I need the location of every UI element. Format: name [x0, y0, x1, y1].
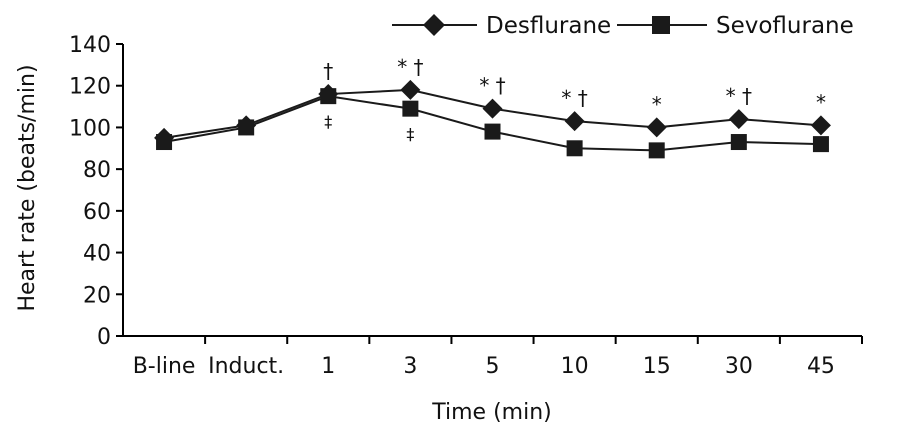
significance-marker: *: [816, 90, 826, 114]
data-point-diamond: [482, 98, 503, 119]
x-tick-label: 5: [486, 354, 500, 379]
data-point-diamond: [810, 115, 831, 136]
legend-diamond-marker: [423, 14, 445, 36]
data-point-diamond: [646, 117, 667, 138]
legend-label-sevoflurane: Sevoflurane: [716, 13, 854, 39]
significance-marker: * †: [397, 55, 423, 79]
y-tick-label: 100: [69, 116, 111, 141]
significance-marker: *: [652, 92, 662, 116]
data-point-square: [730, 134, 747, 151]
data-point-square: [238, 119, 255, 136]
x-tick-label: 30: [725, 354, 753, 379]
data-point-diamond: [728, 109, 749, 130]
x-tick-label: 3: [403, 354, 417, 379]
data-point-square: [566, 140, 583, 157]
significance-marker: ‡: [324, 112, 332, 131]
y-tick-label: 80: [83, 158, 111, 183]
series-layer: [154, 79, 831, 159]
y-tick-label: 140: [69, 33, 111, 58]
y-tick-label: 40: [83, 242, 111, 267]
legend: Desflurane Sevoflurane: [392, 13, 854, 39]
data-point-diamond: [400, 79, 421, 100]
data-point-square: [402, 100, 419, 117]
data-point-square: [484, 123, 501, 140]
x-tick-label: Induct.: [208, 354, 284, 379]
y-axis-title: Heart rate (beats/min): [15, 64, 40, 311]
x-tick-label: 45: [807, 354, 835, 379]
x-tick-label: 10: [561, 354, 589, 379]
x-tick-label: 1: [321, 354, 335, 379]
data-point-diamond: [564, 111, 585, 132]
y-tick-label: 0: [97, 325, 111, 350]
series-sevoflurane: [156, 88, 829, 159]
data-point-square: [156, 134, 173, 151]
significance-marker: * †: [726, 84, 752, 108]
data-point-square: [648, 142, 665, 159]
y-axis-ticks: 0 20 40 60 80 100 120 140: [69, 33, 123, 350]
legend-label-desflurane: Desflurane: [486, 13, 611, 39]
x-tick-label: 15: [643, 354, 671, 379]
significance-marker: * †: [561, 86, 587, 110]
y-tick-label: 20: [83, 283, 111, 308]
significance-marker: †: [323, 59, 333, 83]
x-tick-label: B-line: [133, 354, 196, 379]
significance-annotations: † ‡ * † ‡ * † * † * * † *: [323, 55, 826, 144]
data-point-square: [812, 136, 829, 153]
y-tick-label: 60: [83, 200, 111, 225]
legend-square-marker: [652, 16, 670, 34]
chart-axes: 0 20 40 60 80 100 120 140 B-line Induct. 1 3 5 10 15 3…: [69, 33, 863, 379]
data-point-square: [320, 88, 337, 105]
significance-marker: ‡: [406, 125, 414, 144]
x-axis-ticks: B-line Induct. 1 3 5 10 15 30 45: [133, 336, 863, 379]
x-axis-title: Time (min): [431, 400, 552, 425]
y-tick-label: 120: [69, 75, 111, 100]
significance-marker: * †: [479, 74, 505, 98]
